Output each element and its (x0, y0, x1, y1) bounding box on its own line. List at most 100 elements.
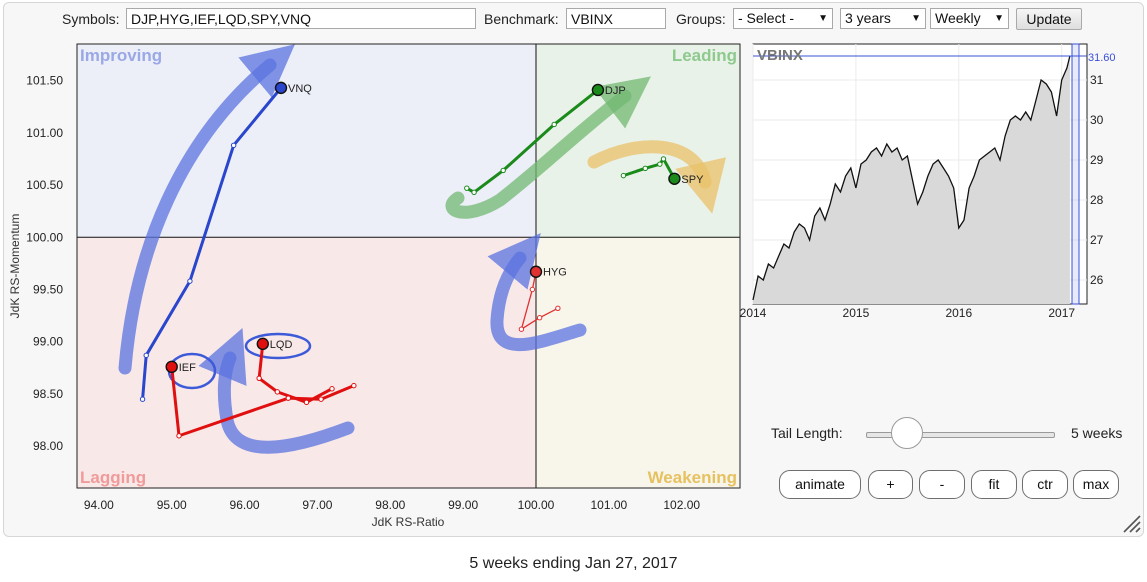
benchmark-x-tick-label: 2015 (843, 306, 870, 320)
series-point-hyg (529, 286, 536, 293)
annotation-arrow-spy (587, 140, 726, 214)
benchmark-y-tick-label: 28 (1090, 193, 1104, 207)
x-tick-label: 99.00 (448, 498, 478, 512)
series-head-ief (165, 360, 178, 374)
tail-length-label: Tail Length: (771, 425, 843, 441)
rrg-annotations (118, 44, 726, 454)
series-point-ief (318, 396, 324, 402)
series-point-lqd (303, 399, 310, 406)
tail-length-slider-handle[interactable] (890, 417, 923, 449)
x-axis-label: JdK RS-Ratio (372, 515, 445, 529)
quadrant-label-lagging: Lagging (80, 468, 146, 487)
series-label-lqd: LQD (270, 339, 293, 351)
annotation-arrow-djp (445, 76, 651, 219)
frequency-selected-value: Weekly (935, 10, 981, 26)
quadrant-label-improving: Improving (80, 46, 162, 65)
y-tick-label: 98.50 (33, 387, 63, 401)
x-tick-label: 97.00 (302, 498, 332, 512)
update-button[interactable]: Update (1016, 8, 1082, 30)
y-tick-label: 100.50 (26, 178, 63, 192)
benchmark-last-value: 31.60 (1088, 52, 1116, 64)
series-point-vnq (230, 142, 237, 149)
benchmark-y-tick-label: 27 (1090, 233, 1104, 247)
benchmark-title: VBINX (757, 47, 803, 64)
animate-button[interactable]: animate (779, 470, 861, 499)
y-tick-label: 101.50 (26, 74, 63, 88)
chevron-down-icon: ▼ (911, 13, 921, 24)
quadrant-improving (77, 44, 536, 238)
y-tick-label: 100.00 (26, 230, 63, 244)
fit-button[interactable]: fit (971, 470, 1017, 499)
series-head-lqd (256, 337, 269, 351)
benchmark-price-line (752, 55, 1071, 301)
rrg-ticks: 94.00 95.00 96.00 97.00 98.00 99.00 100.00 101.… (26, 74, 700, 512)
rrg-quadrant-labels: Improving Leading Lagging Weakening (80, 46, 737, 487)
period-caption: 5 weeks ending Jan 27, 2017 (469, 555, 678, 572)
max-button[interactable]: max (1073, 470, 1119, 499)
series-point-vnq (187, 278, 193, 284)
symbols-input[interactable]: DJP,HYG,IEF,LQD,SPY,VNQ (126, 8, 476, 29)
series-head-djp (591, 83, 605, 97)
series-point-hyg (518, 326, 525, 332)
quadrant-label-weakening: Weakening (648, 468, 737, 487)
series-point-djp (464, 185, 470, 191)
series-point-djp (551, 121, 557, 128)
zoom-out-button[interactable]: - (919, 470, 965, 499)
series-point-spy (660, 156, 667, 162)
annotation-arrow-lqd-ief (198, 327, 355, 454)
series-label-djp: DJP (605, 85, 626, 97)
benchmark-chart: VBINX 31.60 2014 2015 2016 2017 26 27 28 29 30 31 (740, 43, 1116, 320)
x-tick-label: 96.00 (230, 498, 260, 512)
tail-length-track[interactable] (866, 432, 1055, 438)
y-tick-label: 98.00 (33, 439, 63, 453)
groups-select[interactable]: - Select - ▼ (733, 8, 833, 29)
tail-length-value: 5 weeks (1071, 425, 1123, 441)
series-vnq: VNQ (139, 81, 312, 402)
y-tick-label: 99.50 (33, 283, 63, 297)
groups-selected-value: - Select - (738, 10, 795, 26)
period-selected-value: 3 years (845, 10, 891, 26)
rrg-plot-border (76, 43, 741, 489)
groups-label: Groups: (676, 11, 726, 27)
symbols-label: Symbols: (62, 11, 120, 27)
series-label-hyg: HYG (543, 267, 567, 279)
chevron-down-icon: ▼ (818, 13, 828, 24)
y-axis-label: JdK RS-Momentum (8, 214, 22, 319)
center-button[interactable]: ctr (1022, 470, 1068, 499)
benchmark-y-tick-label: 26 (1090, 273, 1104, 287)
rrg-quadrants (77, 44, 740, 488)
series-point-hyg (536, 315, 543, 321)
frequency-select[interactable]: Weekly ▼ (930, 8, 1009, 29)
annotation-arrow-vnq (118, 44, 295, 375)
benchmark-area (753, 56, 1070, 304)
resize-grip-icon[interactable] (1120, 512, 1142, 534)
series-point-spy (620, 172, 627, 179)
annotation-circle-lqd (244, 332, 312, 360)
benchmark-ticks: 2014 2015 2016 2017 26 27 28 29 30 31 (740, 73, 1104, 320)
y-tick-label: 101.00 (26, 126, 63, 140)
benchmark-x-tick-label: 2017 (1048, 306, 1075, 320)
x-tick-label: 101.00 (591, 498, 628, 512)
series-ief: IEF (165, 360, 357, 439)
series-point-vnq (143, 352, 149, 359)
benchmark-x-tick-label: 2016 (945, 306, 972, 320)
series-point-lqd (274, 389, 281, 395)
series-label-spy: SPY (681, 174, 704, 186)
series-point-hyg (555, 305, 561, 312)
series-point-djp (471, 189, 477, 196)
series-label-vnq: VNQ (288, 83, 312, 95)
period-select[interactable]: 3 years ▼ (840, 8, 926, 29)
benchmark-input[interactable]: VBINX (566, 8, 666, 29)
series-head-spy (668, 172, 681, 185)
zoom-in-button[interactable]: + (868, 470, 913, 499)
series-hyg: HYG (518, 265, 567, 332)
annotation-arrow-hyg (487, 233, 587, 351)
benchmark-y-tick-label: 31 (1090, 73, 1104, 87)
x-tick-label: 94.00 (84, 498, 114, 512)
series-point-djp (500, 167, 506, 174)
series-spy: SPY (620, 156, 704, 186)
benchmark-y-tick-label: 30 (1090, 113, 1104, 127)
series-point-spy (657, 161, 663, 167)
x-tick-label: 95.00 (157, 498, 187, 512)
